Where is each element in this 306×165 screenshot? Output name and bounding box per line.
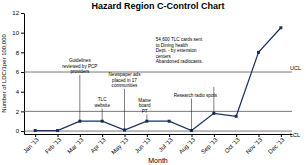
y-tick-label: 4 bbox=[16, 89, 20, 95]
annotation: 54,600 TLC cards sentto Dining healthDep… bbox=[156, 37, 203, 64]
data-point bbox=[235, 115, 238, 118]
y-axis: 0 2 4 6 8 10 12 bbox=[12, 10, 24, 134]
y-tick-mark bbox=[21, 33, 24, 34]
control-line bbox=[24, 111, 292, 112]
chart: Hazard Region C-Control Chart 0 2 4 6 8 10 12 Ja… bbox=[0, 0, 306, 165]
data-point bbox=[168, 120, 171, 123]
x-tick-label: Oct '13 bbox=[223, 136, 241, 154]
y-tick: 6 bbox=[16, 69, 24, 75]
annotation-leader bbox=[102, 108, 103, 121]
annotation-leader bbox=[213, 87, 214, 114]
annotation: Guidelinesreviewed by PCPproviders bbox=[62, 58, 97, 74]
x-tick-label: Jun '13 bbox=[134, 136, 152, 154]
y-tick: 4 bbox=[16, 89, 24, 95]
x-tick: Nov '13 bbox=[245, 134, 264, 155]
y-tick: 8 bbox=[16, 50, 24, 56]
y-tick: 2 bbox=[16, 109, 24, 115]
x-tick-label: May '13 bbox=[110, 136, 129, 155]
x-tick: Oct '13 bbox=[223, 134, 241, 154]
data-point bbox=[56, 129, 59, 132]
y-axis-title: Number of LDC/1per 100,000 bbox=[1, 33, 7, 112]
annotations: Guidelinesreviewed by PCPproviders TLCweb… bbox=[62, 37, 218, 130]
x-tick: May '13 bbox=[110, 134, 129, 156]
x-tick-label: Jul '13 bbox=[158, 136, 175, 153]
y-tick: 0 bbox=[16, 128, 24, 134]
x-tick-label: Jan '13 bbox=[22, 136, 40, 154]
x-tick-label: Nov '13 bbox=[245, 136, 264, 155]
y-axis-line bbox=[24, 14, 25, 135]
data-point bbox=[279, 26, 282, 29]
data-point bbox=[257, 51, 260, 54]
x-tick: Apr '13 bbox=[89, 134, 107, 154]
x-tick-label: Feb '13 bbox=[44, 136, 63, 155]
y-tick-label: 8 bbox=[16, 50, 20, 56]
plot-area bbox=[24, 26, 292, 132]
x-axis-title: Month bbox=[148, 157, 168, 164]
x-axis: Jan '13Feb '13Mar '13Apr '13May '13 Jun '… bbox=[22, 134, 292, 156]
x-tick: Mar '13 bbox=[66, 134, 85, 155]
annotation-leader bbox=[124, 89, 125, 130]
annotation: Research radio spots bbox=[174, 93, 218, 98]
title: Hazard Region C-Control Chart bbox=[91, 1, 224, 11]
y-tick-mark bbox=[21, 131, 24, 132]
x-tick-label: Dec '13 bbox=[267, 136, 286, 155]
y-tick-label: 6 bbox=[16, 69, 20, 75]
x-tick: Feb '13 bbox=[44, 134, 63, 155]
annotation: TLCwebsite bbox=[94, 97, 110, 108]
x-tick: Dec '13 bbox=[267, 134, 286, 155]
x-tick: Jun '13 bbox=[134, 134, 152, 154]
annotation-leader bbox=[146, 114, 147, 121]
y-tick-mark bbox=[21, 72, 24, 73]
y-tick-label: 0 bbox=[16, 128, 20, 134]
y-tick-mark bbox=[21, 13, 24, 14]
control-line-label: UCL bbox=[290, 65, 301, 71]
annotation: MaineboardPT bbox=[138, 98, 151, 114]
y-tick-mark bbox=[21, 92, 24, 93]
x-tick: Jan '13 bbox=[22, 134, 40, 154]
y-tick-label: 10 bbox=[12, 30, 19, 36]
x-tick: Aug '13 bbox=[178, 134, 197, 155]
y-tick-label: 12 bbox=[12, 10, 19, 16]
x-tick-label: Aug '13 bbox=[178, 136, 197, 155]
annotation-leader bbox=[191, 99, 192, 131]
x-axis-line bbox=[25, 134, 293, 135]
control-line bbox=[24, 131, 292, 132]
y-tick-mark bbox=[21, 111, 24, 112]
annotation-leader bbox=[79, 75, 80, 121]
x-tick-label: Sep '13 bbox=[200, 136, 219, 155]
data-line bbox=[35, 28, 281, 131]
data-point bbox=[34, 129, 37, 132]
y-tick-label: 2 bbox=[16, 109, 20, 115]
annotation: Newspaper adsplaced in 17communities bbox=[109, 72, 142, 88]
x-tick-label: Apr '13 bbox=[89, 136, 107, 154]
y-tick: 10 bbox=[12, 30, 24, 36]
x-tick: Jul '13 bbox=[158, 134, 175, 153]
control-line-label: LCL bbox=[290, 132, 300, 138]
y-tick: 12 bbox=[12, 10, 24, 16]
x-tick: Sep '13 bbox=[200, 134, 219, 155]
x-tick-label: Mar '13 bbox=[66, 136, 85, 155]
control-labels: UCL LCL bbox=[290, 65, 301, 138]
y-tick-mark bbox=[21, 52, 24, 53]
